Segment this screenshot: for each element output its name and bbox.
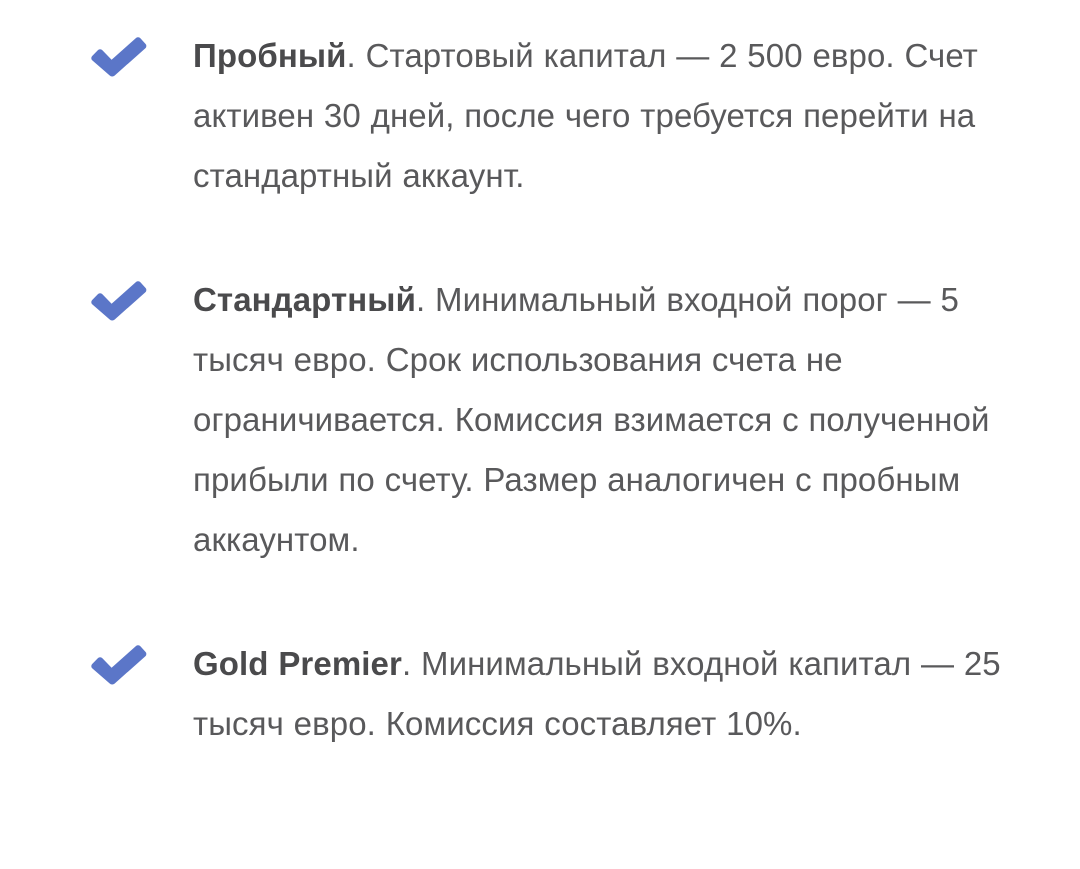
check-icon bbox=[88, 644, 150, 690]
list-item-description: Стартовый капитал — 2 500 евро. Счет акт… bbox=[193, 37, 978, 194]
list-item: Пробный. Стартовый капитал — 2 500 евро.… bbox=[0, 26, 1080, 206]
list-item-text: Gold Premier. Минимальный входной капита… bbox=[193, 634, 1038, 754]
list-item: Gold Premier. Минимальный входной капита… bbox=[0, 634, 1080, 754]
list-item-text: Стандартный. Минимальный входной порог —… bbox=[193, 270, 1038, 570]
list-item-separator: . bbox=[346, 37, 366, 74]
list-item-term: Gold Premier bbox=[193, 645, 402, 682]
list-item-term: Стандартный bbox=[193, 281, 416, 318]
list-item-description: Минимальный входной капитал — 25 тысяч е… bbox=[193, 645, 1001, 742]
check-icon bbox=[88, 36, 150, 82]
list-item-description: Минимальный входной порог — 5 тысяч евро… bbox=[193, 281, 990, 558]
account-types-list: Пробный. Стартовый капитал — 2 500 евро.… bbox=[0, 26, 1080, 754]
list-item-separator: . bbox=[401, 645, 421, 682]
list-item-text: Пробный. Стартовый капитал — 2 500 евро.… bbox=[193, 26, 1038, 206]
list-item: Стандартный. Минимальный входной порог —… bbox=[0, 270, 1080, 570]
list-item-term: Пробный bbox=[193, 37, 347, 74]
check-icon bbox=[88, 280, 150, 326]
list-item-separator: . bbox=[415, 281, 436, 318]
